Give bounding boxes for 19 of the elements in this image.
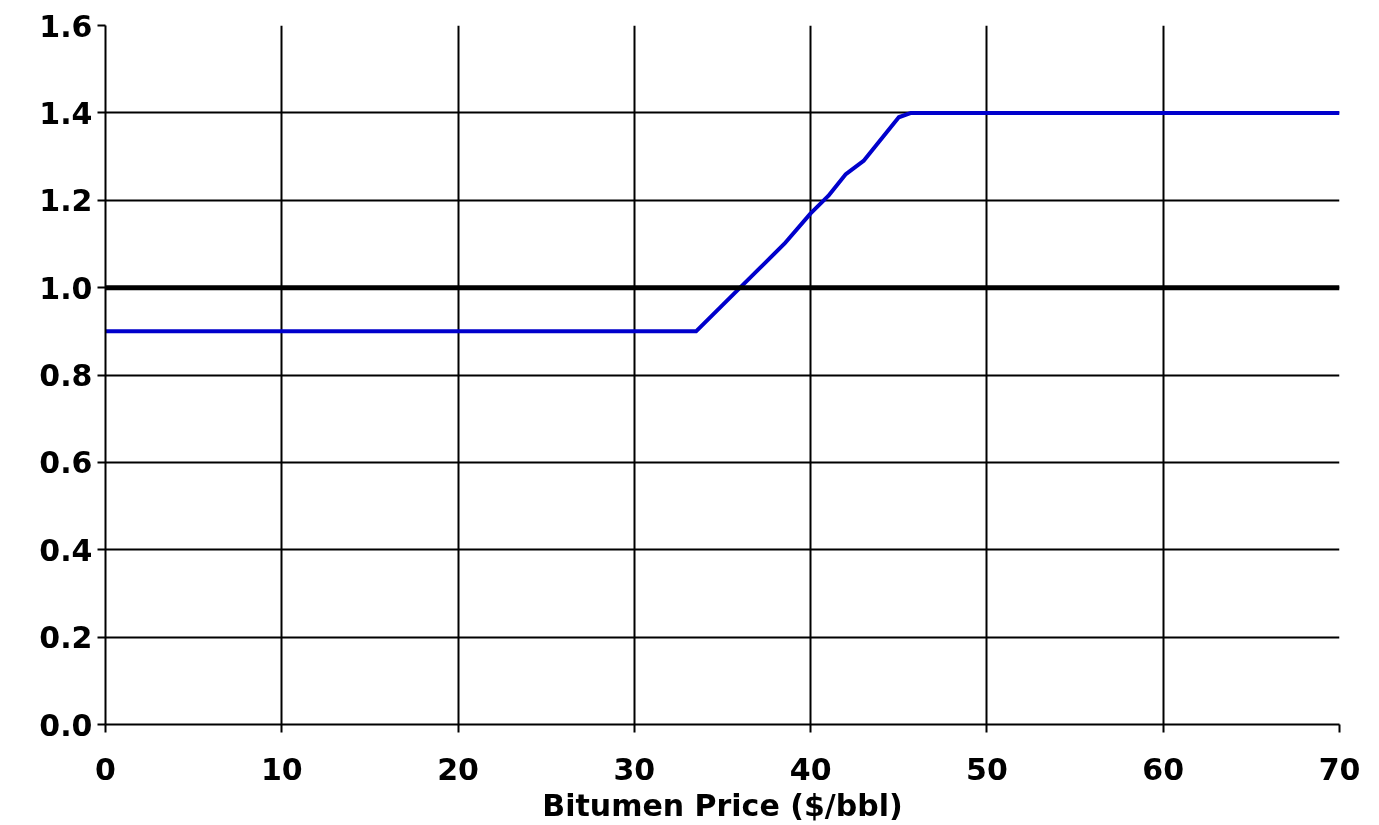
x-tick-label: 30 xyxy=(613,751,656,787)
x-tick-label: 40 xyxy=(789,751,832,787)
y-tick-label: 1.6 xyxy=(39,8,93,44)
y-tick-label: 0.4 xyxy=(39,532,93,568)
x-axis-title: Bitumen Price ($/bbl) xyxy=(542,787,903,823)
y-tick-label: 1.2 xyxy=(39,183,93,219)
y-tick-label: 1.4 xyxy=(39,95,93,131)
y-tick-label: 0.6 xyxy=(39,445,93,481)
y-tick-label: 1.0 xyxy=(39,270,93,306)
x-tick-label: 10 xyxy=(260,751,303,787)
y-tick-label: 0.2 xyxy=(39,620,93,656)
x-tick-label: 70 xyxy=(1318,751,1361,787)
y-tick-label: 0.0 xyxy=(39,707,93,743)
x-tick-label: 20 xyxy=(437,751,479,787)
y-tick-label: 0.8 xyxy=(39,358,93,393)
x-tick-label: 0 xyxy=(95,751,116,787)
x-tick-label: 60 xyxy=(1142,751,1185,787)
line-series xyxy=(105,110,1340,334)
x-tick-label: 50 xyxy=(966,751,1008,787)
